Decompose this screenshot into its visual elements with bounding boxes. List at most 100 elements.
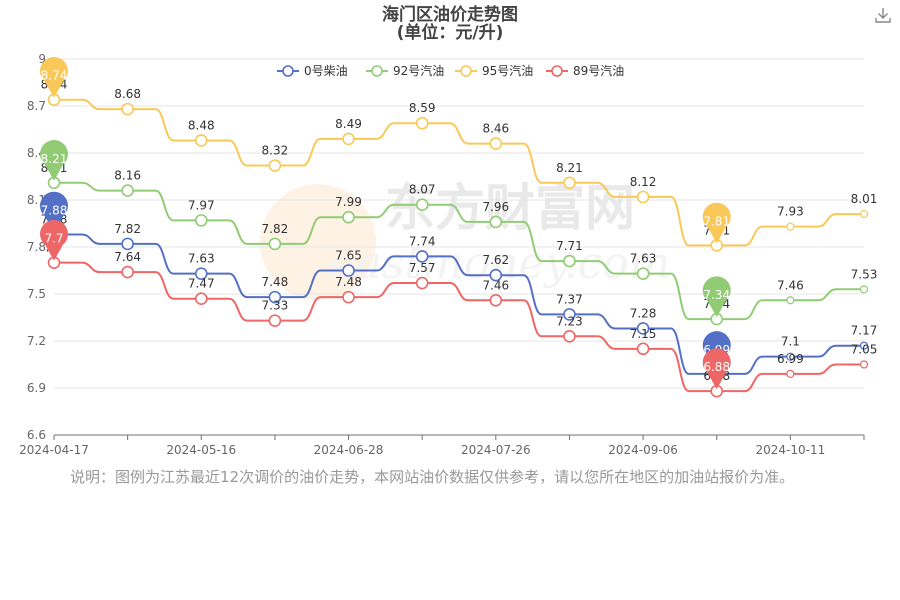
- data-point: [342, 132, 355, 146]
- data-label: 7.63: [630, 252, 657, 266]
- data-point: [121, 237, 134, 251]
- x-tick-label: 2024-07-26: [461, 443, 531, 457]
- data-point: [563, 329, 576, 343]
- legend-item-2[interactable]: 95号汽油: [455, 63, 533, 78]
- data-label: 7.57: [409, 261, 436, 275]
- data-label: 7.53: [851, 267, 878, 281]
- data-label: 7.65: [335, 249, 362, 263]
- data-point: [415, 276, 429, 290]
- data-point: [859, 341, 869, 350]
- data-label: 7.1: [781, 335, 800, 349]
- data-point: [415, 116, 429, 130]
- x-tick-label: 2024-04-17: [19, 443, 89, 457]
- pin-label: 7.88: [41, 203, 68, 217]
- data-label: 7.99: [335, 195, 362, 209]
- data-label: 7.33: [262, 299, 289, 313]
- data-label: 8.12: [630, 175, 657, 189]
- data-label: 7.64: [114, 250, 141, 264]
- pin-marker: 8.74: [40, 57, 68, 98]
- series-line: [54, 233, 864, 375]
- data-label: 8.48: [188, 118, 215, 132]
- data-point: [121, 102, 134, 116]
- pin-label: 6.88: [703, 360, 730, 374]
- pin-marker: 8.21: [39, 140, 68, 181]
- pin-label: 7.34: [703, 288, 730, 302]
- data-label: 7.46: [482, 278, 509, 292]
- data-label: 7.96: [482, 200, 509, 214]
- data-point: [859, 285, 869, 294]
- data-label: 8.49: [335, 117, 362, 131]
- y-tick-label: 6.6: [27, 428, 46, 442]
- data-point: [489, 137, 503, 150]
- data-point: [489, 293, 503, 307]
- data-label: 7.46: [777, 278, 804, 292]
- data-point: [342, 210, 355, 224]
- series-line: [54, 181, 864, 321]
- legend-marker: [460, 65, 472, 77]
- pin-shape: [702, 348, 731, 390]
- pin-shape: [39, 140, 68, 181]
- data-point: [194, 267, 208, 280]
- legend-item-3[interactable]: 89号汽油: [546, 63, 624, 78]
- data-point: [194, 292, 208, 306]
- data-label: 7.48: [335, 275, 362, 289]
- data-point: [415, 198, 429, 211]
- legend[interactable]: 0号柴油 92号汽油 95号汽油 89号汽油: [277, 63, 624, 78]
- x-tick-label: 2024-10-11: [755, 443, 825, 457]
- pin-shape: [40, 57, 68, 98]
- x-tick-label: 2024-09-06: [608, 443, 678, 457]
- y-tick-label: 7.2: [27, 334, 46, 348]
- data-label: 7.82: [114, 222, 141, 236]
- grid: [54, 58, 864, 389]
- series-group: [47, 93, 869, 398]
- pin-marker: 6.88: [702, 348, 731, 390]
- data-point: [636, 190, 650, 204]
- pin-shape: [702, 276, 731, 318]
- y-tick-label: 7.5: [27, 287, 46, 301]
- data-point: [636, 342, 650, 356]
- download-icon[interactable]: [874, 6, 892, 24]
- data-point: [121, 184, 134, 197]
- data-point: [786, 222, 795, 231]
- legend-label: 95号汽油: [482, 63, 533, 78]
- data-label: 7.71: [556, 239, 583, 253]
- data-label: 7.15: [630, 327, 657, 341]
- legend-item-1[interactable]: 92号汽油: [366, 63, 444, 78]
- data-label: 7.23: [556, 314, 583, 328]
- legend-label: 0号柴油: [304, 64, 348, 78]
- series-line: [54, 261, 864, 393]
- series-3: [47, 256, 869, 398]
- y-tick-label: 6.9: [27, 381, 46, 395]
- data-point: [636, 322, 650, 335]
- legend-item-0[interactable]: 0号柴油: [277, 64, 348, 78]
- data-point: [563, 308, 576, 321]
- data-label: 8.68: [114, 87, 141, 101]
- pin-label: 8.74: [41, 69, 68, 83]
- legend-label: 89号汽油: [573, 63, 624, 78]
- data-label: 7.05: [851, 343, 878, 357]
- pin-marker: 7.7: [40, 219, 68, 261]
- data-point: [268, 159, 282, 172]
- data-label: 8.01: [851, 192, 878, 206]
- data-label: 7.28: [630, 306, 657, 320]
- pin-marker: 7.88: [39, 191, 68, 233]
- data-point: [859, 360, 869, 369]
- data-label: 7.93: [777, 205, 804, 219]
- x-tick-label: 2024-06-28: [314, 443, 384, 457]
- data-label: 8.32: [262, 144, 289, 158]
- data-label: 7.97: [188, 198, 215, 212]
- data-point: [342, 264, 355, 277]
- data-label: 7.47: [188, 277, 215, 291]
- data-label: 8.21: [556, 161, 583, 175]
- chart-note: 说明：图例为江苏最近12次调价的油价走势，本网站油价数据仅供参考，请以您所在地区…: [70, 468, 795, 486]
- data-point: [342, 290, 355, 304]
- data-point: [786, 352, 795, 361]
- pin-label: 7.7: [44, 232, 63, 246]
- data-point: [859, 210, 869, 219]
- data-point: [268, 314, 282, 327]
- data-point: [786, 296, 795, 305]
- data-point: [786, 369, 795, 378]
- legend-marker: [282, 65, 294, 77]
- data-label: 7.37: [556, 292, 583, 306]
